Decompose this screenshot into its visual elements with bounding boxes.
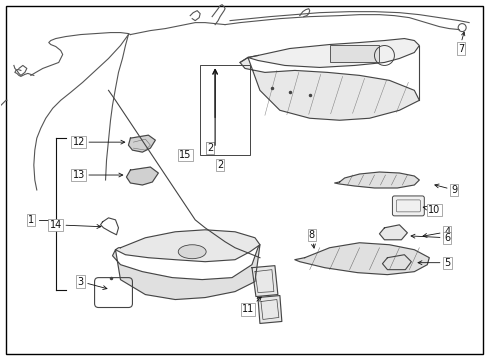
Polygon shape xyxy=(115,230,260,262)
Text: 14: 14 xyxy=(49,220,101,230)
Text: 2: 2 xyxy=(217,160,223,170)
Text: 9: 9 xyxy=(434,184,456,195)
Text: 8: 8 xyxy=(308,230,315,248)
Polygon shape xyxy=(126,167,158,185)
Text: 4: 4 xyxy=(422,227,449,237)
Polygon shape xyxy=(247,39,419,67)
Ellipse shape xyxy=(178,245,206,259)
Polygon shape xyxy=(379,225,407,240)
Text: 11: 11 xyxy=(242,297,261,315)
Text: 5: 5 xyxy=(417,258,449,268)
Text: 12: 12 xyxy=(72,137,124,147)
Polygon shape xyxy=(294,243,428,275)
Polygon shape xyxy=(128,135,155,152)
Text: 2: 2 xyxy=(206,143,213,153)
Polygon shape xyxy=(258,296,281,323)
Bar xyxy=(200,66,249,155)
Text: 10: 10 xyxy=(422,205,440,215)
Text: 15: 15 xyxy=(179,150,191,160)
Polygon shape xyxy=(240,58,419,120)
Polygon shape xyxy=(334,172,419,188)
Polygon shape xyxy=(112,245,260,300)
Text: 2: 2 xyxy=(206,143,213,153)
Text: 3: 3 xyxy=(78,276,107,289)
Bar xyxy=(329,45,379,62)
Text: 6: 6 xyxy=(410,233,449,243)
Polygon shape xyxy=(251,266,277,297)
Text: 13: 13 xyxy=(72,170,122,180)
FancyBboxPatch shape xyxy=(392,196,424,216)
Polygon shape xyxy=(382,255,410,270)
Text: 7: 7 xyxy=(457,44,463,54)
Text: 1: 1 xyxy=(28,215,34,225)
